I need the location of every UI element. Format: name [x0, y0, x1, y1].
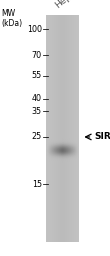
Text: 55: 55	[32, 71, 42, 80]
Text: SIRT3: SIRT3	[95, 132, 110, 142]
Text: 35: 35	[32, 107, 42, 116]
Text: 70: 70	[32, 50, 42, 60]
Text: 40: 40	[32, 94, 42, 103]
Text: 15: 15	[32, 180, 42, 189]
Text: 100: 100	[27, 25, 42, 34]
Text: HepG2: HepG2	[54, 0, 83, 10]
Text: MW
(kDa): MW (kDa)	[1, 9, 22, 28]
Text: 25: 25	[32, 132, 42, 142]
